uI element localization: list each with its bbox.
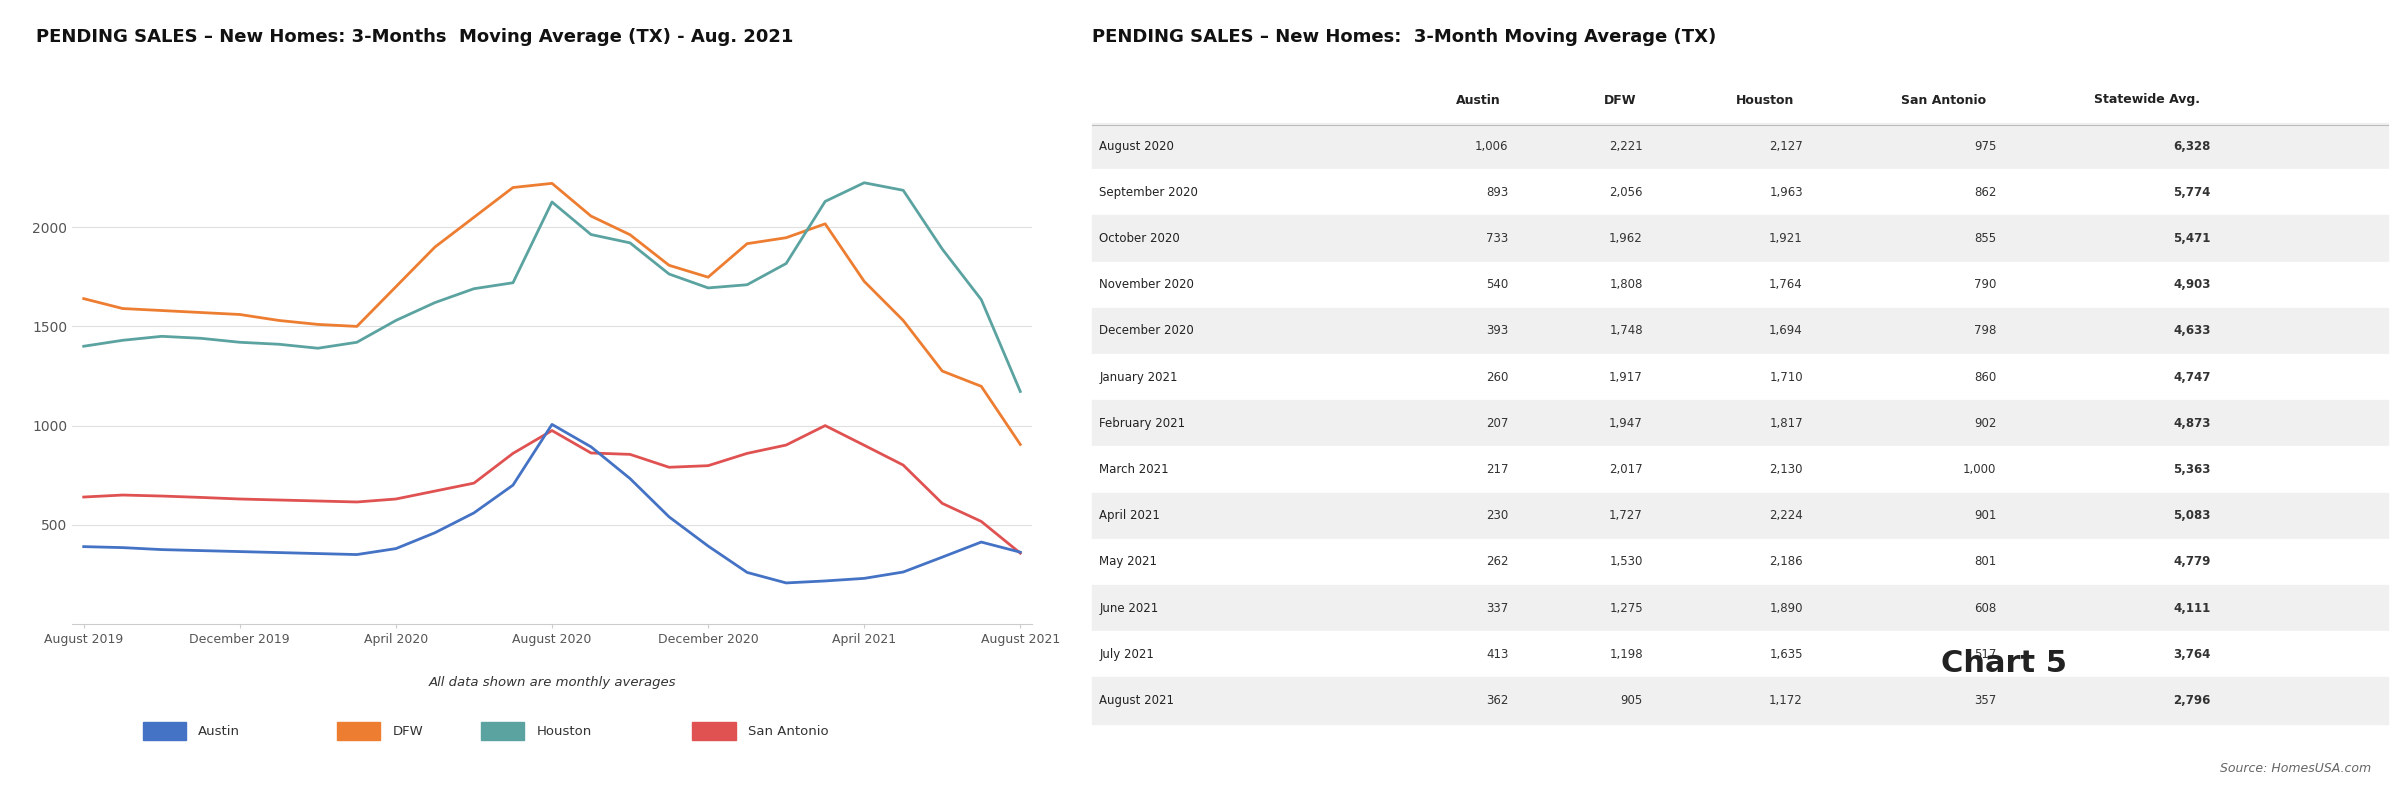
Text: 1,727: 1,727 xyxy=(1608,510,1642,522)
Text: September 2020: September 2020 xyxy=(1099,186,1198,199)
Text: August 2020: August 2020 xyxy=(1099,140,1174,153)
Text: 357: 357 xyxy=(1975,694,1997,707)
Text: 4,633: 4,633 xyxy=(2172,325,2210,338)
Text: 230: 230 xyxy=(1486,510,1510,522)
Text: 4,903: 4,903 xyxy=(2172,278,2210,291)
Text: 1,530: 1,530 xyxy=(1610,555,1642,569)
Text: 1,006: 1,006 xyxy=(1476,140,1510,153)
Text: 217: 217 xyxy=(1486,463,1510,476)
Text: 1,890: 1,890 xyxy=(1769,602,1802,614)
Text: 1,172: 1,172 xyxy=(1769,694,1802,707)
Text: 801: 801 xyxy=(1975,555,1997,569)
Text: 860: 860 xyxy=(1975,370,1997,384)
Text: San Antonio: San Antonio xyxy=(1901,94,1987,106)
Text: PENDING SALES – New Homes: 3-Months  Moving Average (TX) - Aug. 2021: PENDING SALES – New Homes: 3-Months Movi… xyxy=(36,28,794,46)
Text: 1,947: 1,947 xyxy=(1608,417,1642,430)
Text: 6,328: 6,328 xyxy=(2172,140,2210,153)
Text: San Antonio: San Antonio xyxy=(749,725,828,738)
Text: All data shown are monthly averages: All data shown are monthly averages xyxy=(427,676,677,689)
Text: Chart 5: Chart 5 xyxy=(1942,650,2066,678)
Text: 1,917: 1,917 xyxy=(1608,370,1642,384)
Text: August 2021: August 2021 xyxy=(1099,694,1174,707)
Text: 1,198: 1,198 xyxy=(1608,648,1642,661)
Text: 798: 798 xyxy=(1973,325,1997,338)
Text: 2,056: 2,056 xyxy=(1610,186,1642,199)
Text: 5,471: 5,471 xyxy=(2172,232,2210,245)
Text: 905: 905 xyxy=(1620,694,1642,707)
Text: December 2020: December 2020 xyxy=(1099,325,1193,338)
Text: 413: 413 xyxy=(1486,648,1510,661)
Text: 901: 901 xyxy=(1973,510,1997,522)
Text: 2,130: 2,130 xyxy=(1769,463,1802,476)
Text: 1,710: 1,710 xyxy=(1769,370,1802,384)
Text: 2,221: 2,221 xyxy=(1608,140,1642,153)
Text: Houston: Houston xyxy=(1735,94,1795,106)
Text: DFW: DFW xyxy=(1603,94,1637,106)
Text: 517: 517 xyxy=(1973,648,1997,661)
Text: 4,111: 4,111 xyxy=(2172,602,2210,614)
Text: May 2021: May 2021 xyxy=(1099,555,1157,569)
Text: 4,873: 4,873 xyxy=(2172,417,2210,430)
Text: February 2021: February 2021 xyxy=(1099,417,1186,430)
Text: 1,000: 1,000 xyxy=(1963,463,1997,476)
Text: 2,796: 2,796 xyxy=(2172,694,2210,707)
Text: Austin: Austin xyxy=(1457,94,1500,106)
Text: 1,808: 1,808 xyxy=(1610,278,1642,291)
Text: 1,962: 1,962 xyxy=(1608,232,1642,245)
Text: Source: HomesUSA.com: Source: HomesUSA.com xyxy=(2220,762,2371,774)
Text: 2,224: 2,224 xyxy=(1769,510,1802,522)
Text: 975: 975 xyxy=(1973,140,1997,153)
Text: 337: 337 xyxy=(1486,602,1510,614)
Text: 2,017: 2,017 xyxy=(1608,463,1642,476)
Text: 733: 733 xyxy=(1486,232,1510,245)
Text: 1,963: 1,963 xyxy=(1769,186,1802,199)
Text: 3,764: 3,764 xyxy=(2172,648,2210,661)
Text: 1,694: 1,694 xyxy=(1769,325,1802,338)
Text: March 2021: March 2021 xyxy=(1099,463,1169,476)
Text: 207: 207 xyxy=(1486,417,1510,430)
Text: July 2021: July 2021 xyxy=(1099,648,1154,661)
Text: 4,747: 4,747 xyxy=(2172,370,2210,384)
Text: 393: 393 xyxy=(1486,325,1510,338)
Text: Statewide Avg.: Statewide Avg. xyxy=(2093,94,2198,106)
Text: 902: 902 xyxy=(1973,417,1997,430)
Text: 1,921: 1,921 xyxy=(1769,232,1802,245)
Text: DFW: DFW xyxy=(394,725,422,738)
Text: 260: 260 xyxy=(1486,370,1510,384)
Text: Houston: Houston xyxy=(538,725,593,738)
Text: PENDING SALES – New Homes:  3-Month Moving Average (TX): PENDING SALES – New Homes: 3-Month Movin… xyxy=(1092,28,1716,46)
Text: 5,363: 5,363 xyxy=(2172,463,2210,476)
Text: 2,127: 2,127 xyxy=(1769,140,1802,153)
Text: June 2021: June 2021 xyxy=(1099,602,1159,614)
Text: October 2020: October 2020 xyxy=(1099,232,1181,245)
Text: November 2020: November 2020 xyxy=(1099,278,1195,291)
Text: 262: 262 xyxy=(1486,555,1510,569)
Text: Austin: Austin xyxy=(197,725,240,738)
Text: 1,817: 1,817 xyxy=(1769,417,1802,430)
Text: 862: 862 xyxy=(1973,186,1997,199)
Text: 2,186: 2,186 xyxy=(1769,555,1802,569)
Text: 5,083: 5,083 xyxy=(2172,510,2210,522)
Text: 608: 608 xyxy=(1975,602,1997,614)
Text: 5,774: 5,774 xyxy=(2172,186,2210,199)
Text: 1,275: 1,275 xyxy=(1608,602,1642,614)
Text: January 2021: January 2021 xyxy=(1099,370,1178,384)
Text: 1,748: 1,748 xyxy=(1608,325,1642,338)
Text: 4,779: 4,779 xyxy=(2172,555,2210,569)
Text: 790: 790 xyxy=(1973,278,1997,291)
Text: 362: 362 xyxy=(1486,694,1510,707)
Text: April 2021: April 2021 xyxy=(1099,510,1159,522)
Text: 540: 540 xyxy=(1486,278,1510,291)
Text: 1,764: 1,764 xyxy=(1769,278,1802,291)
Text: 1,635: 1,635 xyxy=(1769,648,1802,661)
Text: 893: 893 xyxy=(1486,186,1510,199)
Text: 855: 855 xyxy=(1975,232,1997,245)
